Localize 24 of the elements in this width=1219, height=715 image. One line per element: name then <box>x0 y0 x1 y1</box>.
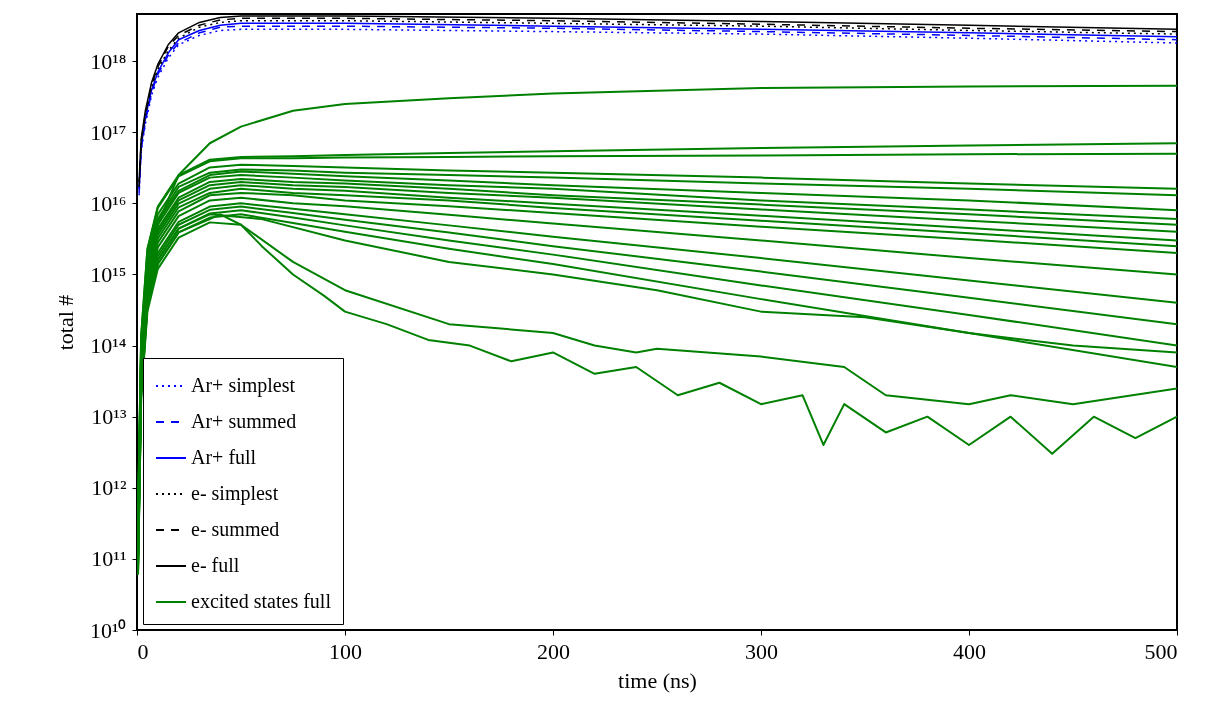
y-tick-label: 10¹² <box>91 475 127 501</box>
legend-label: e- simplest <box>191 482 279 505</box>
y-tick-label: 10¹⁵ <box>90 261 127 287</box>
legend-label: Ar+ summed <box>191 410 297 432</box>
y-tick-label: 10¹³ <box>91 404 127 430</box>
y-axis-title: total # <box>52 294 78 351</box>
y-tick-label: 10¹⁰ <box>89 617 127 643</box>
legend-label: Ar+ full <box>191 446 257 468</box>
x-tick-label: 300 <box>745 638 778 664</box>
legend-label: e- full <box>191 554 240 576</box>
x-tick-label: 200 <box>537 638 570 664</box>
x-tick-label: 100 <box>329 638 362 664</box>
y-tick-label: 10¹⁸ <box>90 48 127 74</box>
legend-label: excited states full <box>191 590 332 612</box>
x-tick-label: 400 <box>953 638 986 664</box>
y-tick-label: 10¹⁷ <box>90 119 127 145</box>
y-tick-label: 10¹¹ <box>91 546 127 572</box>
x-tick-label: 500 <box>1144 638 1178 664</box>
x-axis-title: time (ns) <box>618 667 697 693</box>
x-tick-label: 0 <box>137 638 149 664</box>
legend-label: Ar+ simplest <box>191 374 296 397</box>
legend-label: e- summed <box>191 518 280 540</box>
y-tick-label: 10¹⁴ <box>90 333 127 359</box>
y-tick-label: 10¹⁶ <box>90 190 127 216</box>
